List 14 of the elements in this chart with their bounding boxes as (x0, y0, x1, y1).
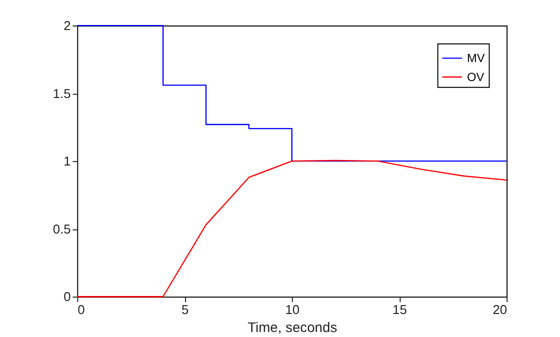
line-series (76, 160, 508, 298)
x-axis-title: Time, seconds (248, 318, 338, 335)
x-tick-label: 20 (492, 302, 508, 317)
x-tick-label: 10 (285, 302, 300, 317)
legend-label: OV (466, 70, 484, 84)
x-tick-label: 0 (78, 302, 85, 317)
y-tick-label: 1 (64, 154, 71, 169)
y-tick-label: 1.5 (52, 86, 71, 101)
y-tick-label: 2 (64, 18, 71, 33)
y-tick-label: 0 (64, 289, 71, 304)
x-tick-label: 15 (392, 302, 407, 317)
y-tick-label: 0.5 (52, 221, 71, 236)
legend-label: MV (466, 51, 485, 66)
x-tick-label: 5 (181, 302, 189, 317)
